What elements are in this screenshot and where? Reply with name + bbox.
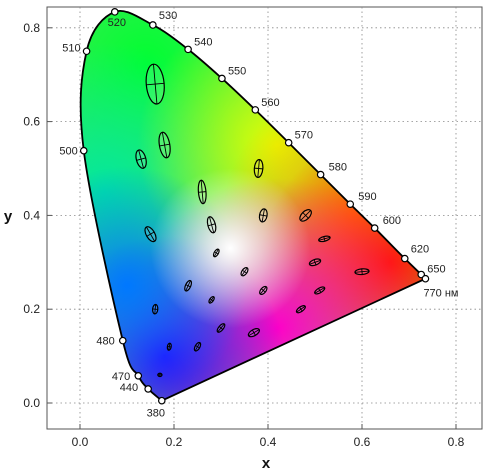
ellipse-minor-axis (159, 143, 170, 147)
ellipse-minor-axis (218, 326, 224, 330)
locus-point (144, 385, 152, 393)
axis-ticks: 0.0 0.2 0.4 0.6 0.8 0.0 0.2 0.4 0.6 0.8 (23, 21, 464, 449)
ellipse-minor-axis (313, 259, 317, 266)
ellipse-minor-axis (195, 345, 200, 349)
y-axis-title: y (4, 208, 13, 225)
ellipse (216, 323, 226, 333)
ellipse-minor-axis (261, 288, 266, 293)
wavelength-label: 520 (108, 17, 126, 29)
locus-point (316, 170, 325, 179)
ellipse-minor-axis (167, 345, 172, 348)
locus-point (157, 396, 166, 405)
ellipse-minor-axis (254, 167, 263, 170)
ellipse-minor-axis (207, 223, 216, 227)
locus-point (134, 371, 143, 380)
locus-point (284, 138, 293, 147)
macadam-ellipses (135, 63, 370, 378)
wavelength-label: 550 (228, 65, 246, 77)
ellipse-minor-axis (299, 307, 303, 312)
locus-point (118, 336, 127, 345)
locus-point (79, 146, 88, 155)
ellipse-minor-axis (323, 236, 326, 242)
wavelength-label: 470 (112, 371, 130, 383)
ellipse (184, 279, 193, 292)
locus-point (421, 274, 430, 283)
ellipse-minor-axis (302, 212, 309, 219)
locus-point (218, 74, 226, 83)
ellipse-minor-axis (242, 269, 247, 274)
x-tick-label: 0.6 (354, 435, 371, 449)
ellipse (318, 235, 331, 243)
ellipse (158, 131, 171, 159)
ellipse-minor-axis (146, 231, 155, 237)
ellipse (212, 248, 220, 258)
wavelength-label: 600 (383, 215, 401, 227)
ellipse (240, 266, 249, 277)
x-tick-label: 0.8 (448, 435, 465, 449)
wavelength-label: 620 (411, 244, 429, 256)
ellipse (157, 372, 163, 378)
x-tick-label: 0.4 (260, 435, 277, 449)
ellipse-minor-axis (259, 214, 268, 217)
y-tick-label: 0.2 (23, 302, 40, 316)
wavelength-label: 580 (329, 162, 347, 174)
plot-frame (46, 6, 483, 430)
ellipse-minor-axis (185, 284, 191, 288)
y-tick-label: 0.0 (23, 396, 40, 410)
ellipse (144, 226, 157, 243)
ellipse-minor-axis (251, 329, 256, 336)
locus-point (184, 45, 192, 54)
ellipse (295, 305, 306, 314)
ellipse (208, 295, 215, 304)
ellipse (197, 179, 207, 205)
x-tick-label: 0.2 (166, 435, 183, 449)
ellipse (166, 342, 172, 351)
y-tick-label: 0.4 (23, 208, 40, 222)
y-tick-label: 0.8 (23, 21, 40, 35)
ellipse (206, 216, 217, 234)
x-tick-label: 0.0 (72, 435, 89, 449)
wavelength-label: 650 (427, 263, 445, 275)
ellipse-minor-axis (214, 251, 219, 255)
ellipse-minor-axis (198, 191, 206, 193)
locus-point (251, 106, 260, 114)
locus-point (149, 21, 157, 29)
x-axis-title: x (262, 455, 271, 471)
wavelength-label: 380 (147, 408, 165, 420)
ellipse (258, 208, 268, 223)
locus-point (346, 200, 355, 208)
ellipse (135, 149, 147, 169)
ellipse (299, 209, 312, 222)
ellipse-minor-axis (136, 157, 146, 161)
wavelength-label: 440 (120, 382, 138, 394)
wavelength-label: 480 (96, 336, 114, 348)
ellipse-minor-axis (146, 82, 165, 86)
ellipse (151, 303, 159, 315)
wavelength-label: 540 (194, 36, 212, 48)
y-tick-label: 0.6 (23, 115, 40, 129)
wavelength-label: 590 (358, 191, 376, 203)
ellipse (259, 285, 268, 296)
ellipse (247, 328, 261, 338)
wavelength-label: 530 (159, 10, 177, 22)
locus-point (400, 254, 409, 263)
ellipse (314, 286, 326, 295)
wavelength-label: 500 (59, 146, 77, 158)
ellipse-minor-axis (209, 298, 214, 302)
wavelength-label: 770 нм (423, 288, 458, 300)
wavelength-label: 510 (62, 42, 80, 54)
ellipse (253, 158, 264, 179)
locus-point (82, 47, 91, 56)
ellipse (354, 268, 370, 276)
wavelength-label: 570 (295, 130, 313, 142)
ellipse (193, 341, 202, 352)
ellipse-minor-axis (318, 288, 322, 293)
ellipse (308, 258, 322, 267)
locus-point (110, 8, 119, 16)
ellipse (145, 63, 165, 105)
wavelength-label: 560 (261, 97, 279, 109)
locus-point (370, 224, 379, 232)
